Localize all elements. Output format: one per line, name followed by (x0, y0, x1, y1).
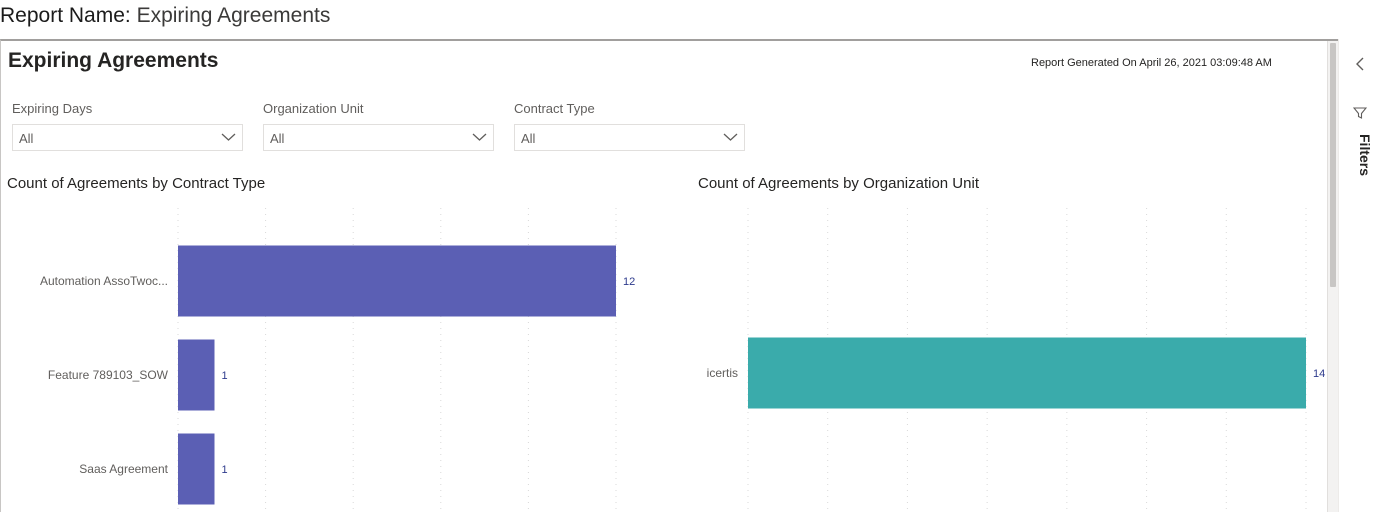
report-name-label: Report Name: (0, 4, 131, 27)
bar (178, 339, 215, 411)
category-label: icertis (707, 366, 738, 380)
dropdown-value: All (19, 131, 34, 146)
report-generated-timestamp: Report Generated On April 26, 2021 03:09… (1031, 57, 1272, 69)
report-name-value: Expiring Agreements (136, 4, 331, 27)
slicer-label: Organization Unit (263, 101, 364, 116)
chart-title-organization-unit: Count of Agreements by Organization Unit (698, 175, 979, 192)
dropdown-value: All (521, 131, 536, 146)
chevron-down-icon (221, 133, 236, 141)
bar (178, 433, 215, 505)
data-label: 14 (1313, 368, 1325, 380)
scrollbar-thumb[interactable] (1330, 43, 1336, 287)
data-label: 12 (623, 276, 635, 288)
report-canvas (0, 39, 1338, 512)
chevron-left-icon[interactable] (1353, 55, 1367, 73)
organization-unit-dropdown[interactable]: All (263, 124, 494, 151)
chevron-down-icon (472, 133, 487, 141)
slicer-label: Expiring Days (12, 101, 93, 116)
chart-title-contract-type: Count of Agreements by Contract Type (7, 175, 266, 192)
slicer-label: Contract Type (514, 101, 595, 116)
category-label: Automation AssoTwoc... (40, 274, 168, 288)
data-label: 1 (222, 464, 228, 476)
contract-type-dropdown[interactable]: All (514, 124, 745, 151)
vertical-scrollbar[interactable] (1327, 41, 1338, 512)
chevron-down-icon (723, 133, 738, 141)
slicer-expiring-days: Expiring Days All (12, 99, 243, 151)
data-label: 1 (222, 370, 228, 382)
bar (748, 337, 1306, 409)
dropdown-value: All (270, 131, 285, 146)
slicer-contract-type: Contract Type All (514, 99, 745, 151)
filter-icon (1353, 107, 1367, 119)
category-label: Feature 789103_SOW (48, 368, 169, 382)
bar (178, 245, 616, 317)
organization-unit-bar-chart: icertis 14 (707, 208, 1325, 512)
expiring-days-dropdown[interactable]: All (12, 124, 243, 151)
report-name-header: Report Name: Expiring Agreements (0, 0, 1381, 38)
slicer-organization-unit: Organization Unit All (263, 99, 494, 151)
contract-type-bar-chart: Automation AssoTwoc... 12 Feature 789103_S… (40, 208, 635, 512)
filters-pane: Filters (1338, 39, 1381, 512)
filters-pane-label[interactable]: Filters (1357, 134, 1373, 177)
category-label: Saas Agreement (79, 462, 168, 476)
page-title: Expiring Agreements (8, 49, 219, 72)
